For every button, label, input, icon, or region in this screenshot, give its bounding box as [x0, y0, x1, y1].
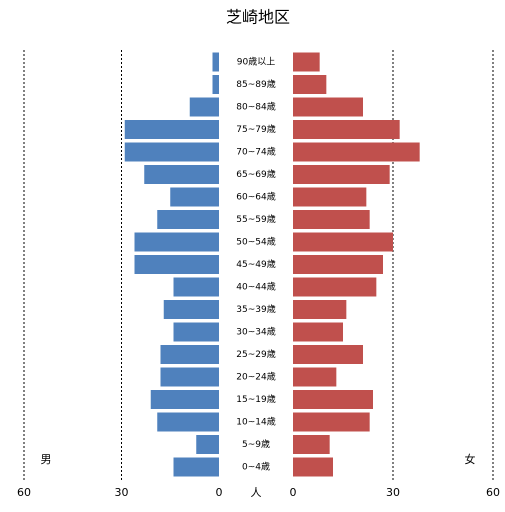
bar — [134, 255, 219, 274]
x-tick-label: 30 — [115, 486, 129, 499]
category-label: 85~89歳 — [236, 78, 275, 90]
bar — [196, 435, 219, 454]
category-label: 40~44歳 — [236, 281, 275, 293]
bar — [212, 52, 219, 72]
category-label: 30~34歳 — [236, 326, 275, 338]
x-axis-label: 人 — [251, 486, 262, 499]
bar — [293, 52, 320, 72]
bar — [293, 457, 333, 477]
category-label: 75~79歳 — [236, 123, 275, 135]
bar — [293, 75, 327, 94]
bar — [173, 322, 219, 342]
x-tick-label: 60 — [486, 486, 500, 499]
bar — [170, 187, 219, 207]
category-label: 80~84歳 — [236, 101, 275, 113]
category-label: 45~49歳 — [236, 258, 275, 270]
x-tick-label: 60 — [17, 486, 31, 499]
bar — [150, 390, 219, 409]
category-label: 25~29歳 — [236, 348, 275, 360]
category-label: 0~4歳 — [242, 461, 270, 473]
bar — [293, 300, 347, 319]
bar — [134, 232, 219, 252]
bar — [157, 412, 219, 432]
bar — [293, 142, 420, 162]
category-label: 35~39歳 — [236, 303, 275, 315]
bar — [293, 367, 337, 387]
category-label: 90歳以上 — [237, 56, 275, 68]
bar — [293, 97, 363, 117]
bar — [293, 390, 373, 409]
bar — [160, 367, 219, 387]
category-label: 50~54歳 — [236, 236, 275, 248]
category-label: 70~74歳 — [236, 146, 275, 158]
bar — [144, 165, 219, 184]
category-label: 60~64歳 — [236, 191, 275, 203]
bar — [173, 457, 219, 477]
bar — [293, 120, 400, 139]
bar — [212, 75, 219, 94]
bar — [293, 277, 377, 297]
bar — [293, 435, 330, 454]
legend-label: 男 — [41, 453, 52, 466]
category-label: 15~19歳 — [236, 393, 275, 405]
bar — [157, 210, 219, 229]
bar — [293, 187, 367, 207]
bar — [124, 142, 219, 162]
category-label: 5~9歳 — [242, 438, 270, 450]
bar — [293, 345, 363, 364]
x-tick-label: 0 — [216, 486, 223, 499]
bar — [293, 165, 390, 184]
category-label: 20~24歳 — [236, 371, 275, 383]
bar — [189, 97, 219, 117]
bar — [163, 300, 219, 319]
category-label: 65~69歳 — [236, 168, 275, 180]
x-tick-label: 30 — [386, 486, 400, 499]
bar — [293, 210, 370, 229]
bar — [293, 322, 343, 342]
bar — [293, 412, 370, 432]
bar — [293, 232, 393, 252]
bar — [160, 345, 219, 364]
legend-label: 女 — [465, 452, 476, 466]
bar — [173, 277, 219, 297]
category-label: 55~59歳 — [236, 213, 275, 225]
chart-title: 芝崎地区 — [226, 8, 290, 27]
bar — [293, 255, 383, 274]
bar — [124, 120, 219, 139]
x-tick-label: 0 — [290, 486, 297, 499]
category-label: 10~14歳 — [236, 416, 275, 428]
